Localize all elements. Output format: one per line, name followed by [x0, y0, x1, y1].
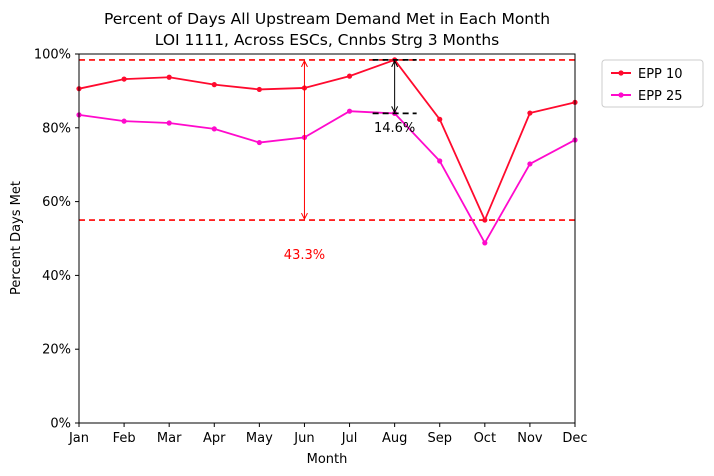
x-tick-label: May [246, 431, 273, 446]
x-tick-label: Oct [474, 431, 496, 446]
y-tick-label: 100% [34, 48, 71, 63]
data-point-epp25 [527, 161, 533, 167]
annotations-layer: 43.3% 14.6% [284, 59, 417, 263]
gap-arrow-head-down [301, 212, 308, 221]
legend-marker-epp10 [618, 70, 624, 76]
data-point-epp10 [121, 76, 127, 82]
x-axis-label: Month [307, 452, 348, 467]
data-point-epp10 [437, 116, 443, 122]
data-point-epp10 [211, 82, 217, 88]
legend: EPP 10 EPP 25 [601, 59, 704, 108]
y-tick-label: 60% [42, 195, 71, 210]
x-tick-label: Apr [203, 431, 226, 446]
x-tick-label: Feb [113, 431, 136, 446]
diff-arrow-head-down [391, 106, 399, 114]
data-point-epp10 [166, 74, 172, 80]
gap-arrow-head-up [301, 59, 308, 68]
data-point-epp25 [437, 158, 443, 164]
legend-label-epp10: EPP 10 [638, 67, 683, 82]
x-tick-label: Nov [517, 431, 543, 446]
y-tick-label: 40% [42, 269, 71, 284]
data-point-epp10 [482, 217, 488, 223]
chart-title-line-2: LOI 1111, Across ESCs, Cnnbs Strg 3 Mont… [155, 31, 499, 49]
legend-label-epp25: EPP 25 [638, 89, 683, 104]
series-line-epp25 [78, 110, 576, 245]
legend-marker-epp25 [618, 92, 624, 98]
y-tick-label: 80% [42, 121, 71, 136]
chart-title-line-1: Percent of Days All Upstream Demand Met … [104, 10, 550, 28]
data-point-epp25 [256, 139, 262, 146]
data-point-epp10 [256, 86, 262, 93]
x-tick-label: Aug [382, 431, 407, 446]
data-point-epp25 [121, 118, 127, 124]
x-tick-label: Jun [293, 431, 314, 446]
plot-frame [78, 53, 576, 424]
annotation-label-diff: 14.6% [374, 121, 415, 136]
annotation-label-gap: 43.3% [284, 248, 325, 263]
series-line-epp10 [78, 58, 576, 223]
y-axis-label: Percent Days Met [9, 181, 24, 295]
y-tick-label: 20% [42, 343, 71, 358]
y-tick-label: 0% [50, 417, 71, 432]
diff-arrow-head-up [391, 59, 399, 68]
x-tick-label: Dec [562, 431, 587, 446]
x-tick-label: Mar [157, 431, 182, 446]
x-tick-label: Sep [427, 431, 452, 446]
series-layer [76, 57, 578, 246]
data-point-epp10 [346, 73, 353, 79]
x-tick-label: Jul [341, 431, 358, 446]
axes-layer: Jan Feb Mar Apr May Jun Jul Aug Sep Oct Nov Dec 0% 20… [34, 48, 588, 447]
data-point-epp25 [166, 120, 172, 126]
data-point-epp25 [346, 108, 353, 114]
data-point-epp10 [527, 110, 533, 116]
x-tick-label: Jan [68, 431, 89, 446]
data-point-epp25 [211, 126, 217, 132]
reference-lines [79, 59, 575, 221]
data-point-epp25 [482, 240, 488, 246]
